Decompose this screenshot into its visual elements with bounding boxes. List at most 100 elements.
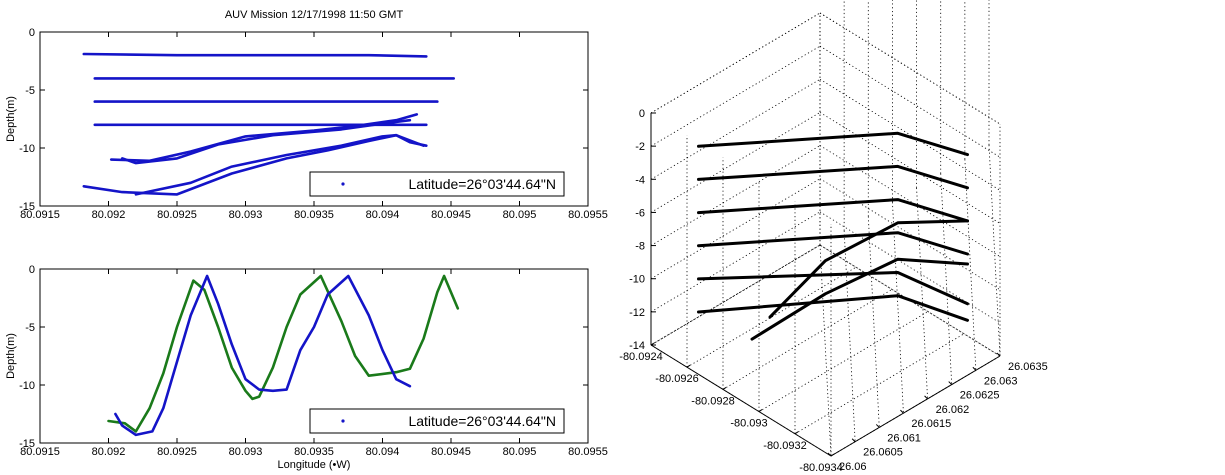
- series-line: [120, 118, 412, 165]
- floor-edge: [650, 244, 821, 346]
- track-line: [697, 271, 969, 306]
- x-tick-label: 80.094: [366, 446, 400, 458]
- chart-title: AUV Mission 12/17/1998 11:50 GMT: [225, 9, 404, 21]
- x-tick-mark: [722, 386, 727, 390]
- chart-bottom-longitude-depth: 80.0915 80.092 80.0925 80.093 80.0935 80.094 8…: [5, 264, 608, 471]
- y-tick-label: 26.0635: [1008, 361, 1048, 373]
- y-tick-mark: [924, 395, 928, 400]
- track-line: [768, 219, 969, 319]
- y-tick-label: 0: [29, 264, 35, 276]
- x-tick-label: 80.094: [366, 209, 400, 221]
- grid-line-z-back: [819, 78, 1001, 191]
- grid-line-x: [686, 266, 857, 368]
- grid-line-y: [819, 244, 832, 457]
- grid-line-z-left: [650, 244, 821, 346]
- grid-line-z-left: [650, 145, 821, 246]
- top-edge: [650, 12, 821, 114]
- x-tick-mark: [830, 453, 835, 457]
- x-tick-label: 80.0955: [568, 446, 608, 458]
- y-axis-label: Depth(m): [5, 333, 17, 379]
- legend-box: [309, 171, 565, 197]
- grid-line-z-back: [819, 145, 1001, 257]
- x-tick-label: 80.0935: [294, 209, 334, 221]
- legend-label: Latitude=26°03'44.64"N: [408, 413, 556, 429]
- x-tick-label: 80.092: [92, 209, 126, 221]
- y-tick-label: -5: [25, 322, 35, 334]
- grid-line-y: [964, 159, 977, 371]
- y-tick-label: -10: [19, 143, 35, 155]
- z-tick-label: -2: [635, 141, 645, 153]
- grid-line-z-left: [650, 12, 821, 114]
- x-tick-label: 80.0945: [431, 446, 471, 458]
- chart-3d-track: 0 -2 -4 -6 -8 -10 -12 -14-80.0924 -80.0926 -80.09…: [619, 0, 1048, 474]
- x-tick-label: 80.0945: [431, 209, 471, 221]
- y-tick-label: -15: [19, 201, 35, 213]
- y-tick-mark: [851, 438, 856, 443]
- grid-line-x: [722, 289, 893, 390]
- x-axis-line: [650, 344, 832, 457]
- x-tick-mark: [650, 342, 655, 346]
- x-tick-label: 80.0925: [157, 446, 197, 458]
- grid-line-z-back: [819, 178, 1001, 291]
- x-tick-label: -80.0934: [799, 462, 842, 474]
- x-tick-label: 80.093: [229, 209, 263, 221]
- x-tick-label: -80.0924: [619, 351, 662, 363]
- x-tick-label: 80.095: [503, 446, 537, 458]
- grid-line-z-back: [819, 211, 1001, 324]
- grid-line-y: [867, 216, 880, 428]
- series-line: [107, 274, 460, 433]
- track-line: [697, 294, 969, 322]
- grid-line-z-left: [650, 211, 821, 313]
- grid-line-y: [916, 187, 928, 399]
- series-line: [82, 52, 428, 58]
- z-tick-label: -4: [635, 174, 645, 186]
- y-tick-label: -5: [25, 85, 35, 97]
- x-tick-mark: [758, 409, 763, 413]
- track-line: [697, 131, 969, 157]
- y-tick-label: 26.062: [936, 404, 970, 416]
- z-tick-label: -10: [629, 274, 645, 286]
- grid-line-y: [988, 144, 1001, 357]
- legend-marker: [341, 419, 345, 423]
- y-tick-label: -10: [19, 380, 35, 392]
- z-tick-label: -12: [629, 307, 645, 319]
- track-line: [750, 257, 969, 341]
- x-axis-label: Longitude (•W): [278, 459, 351, 471]
- x-tick-label: 80.092: [92, 446, 126, 458]
- grid-line-z-back: [819, 112, 1001, 224]
- grid-line-z-left: [650, 45, 821, 147]
- legend-marker: [341, 182, 345, 186]
- x-tick-label: -80.0928: [691, 395, 734, 407]
- x-tick-label: 80.0915: [20, 446, 60, 458]
- series-line: [134, 133, 428, 196]
- y-tick-label: 26.0615: [911, 418, 951, 430]
- grid-line-x: [794, 333, 965, 435]
- x-tick-label: -80.093: [730, 418, 767, 430]
- y-tick-label: -15: [19, 438, 35, 450]
- y-tick-mark: [875, 424, 880, 428]
- legend-label: Latitude=26°03'44.64"N: [408, 176, 556, 192]
- z-tick-label: -14: [629, 340, 645, 352]
- y-tick-label: 26.06: [839, 461, 867, 473]
- chart-top-longitude-depth: AUV Mission 12/17/1998 11:50 GMT 80.0915…: [5, 9, 608, 221]
- y-tick-label: 26.063: [984, 375, 1018, 387]
- x-tick-label: 80.0935: [294, 446, 334, 458]
- y-axis-line: [830, 355, 1001, 457]
- grid-line-z-left: [650, 78, 821, 180]
- x-tick-label: 80.0955: [568, 209, 608, 221]
- grid-line-z-back: [819, 244, 1001, 357]
- track-line: [697, 231, 969, 256]
- x-tick-label: -80.0926: [655, 373, 698, 385]
- x-tick-label: 80.095: [503, 209, 537, 221]
- y-tick-label: 26.0605: [863, 447, 903, 459]
- y-tick-label: 0: [29, 27, 35, 39]
- y-tick-label: 26.0625: [960, 390, 1000, 402]
- y-tick-mark: [827, 452, 832, 457]
- track-line: [697, 164, 969, 190]
- x-tick-label: -80.0932: [763, 440, 806, 452]
- z-tick-label: 0: [639, 108, 645, 120]
- grid-line-x: [758, 311, 929, 412]
- x-tick-label: 80.093: [229, 446, 263, 458]
- grid-line-z-back: [819, 45, 1001, 158]
